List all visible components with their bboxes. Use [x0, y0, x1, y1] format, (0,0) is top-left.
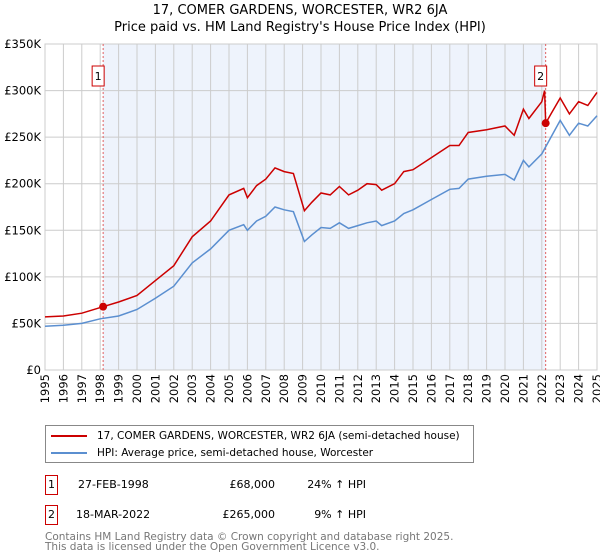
x-tick-label: 1998 [93, 374, 107, 403]
transaction-price: £265,000 [222, 508, 276, 521]
transaction-price: £68,000 [229, 478, 276, 491]
legend-swatch [51, 452, 87, 454]
transaction-hpi: 24% ↑ HPI [307, 478, 366, 491]
transaction-date: 27-FEB-1998 [78, 478, 149, 491]
series-line [44, 90, 598, 318]
transaction-row: 1 27-FEB-1998 £68,000 24% ↑ HPI [45, 475, 545, 495]
x-tick-label: 2007 [259, 374, 273, 403]
sale-point [99, 302, 108, 311]
x-tick-label: 2000 [130, 374, 144, 403]
x-tick-label: 2010 [314, 374, 328, 403]
x-tick-label: 2002 [167, 374, 181, 403]
x-tick-label: 2016 [424, 374, 438, 403]
footer: Contains HM Land Registry data © Crown c… [45, 531, 454, 553]
series-line [44, 115, 598, 327]
marker-label: 2 [537, 70, 544, 83]
x-tick-label: 2021 [516, 374, 530, 403]
x-tick-label: 2022 [535, 374, 549, 403]
chart-subtitle: Price paid vs. HM Land Registry's House … [114, 20, 486, 35]
transaction-hpi: 9% ↑ HPI [314, 508, 366, 521]
marker-badge: 2 [45, 505, 58, 525]
plot-border [44, 43, 598, 371]
x-tick-label: 2005 [222, 374, 236, 403]
y-tick-label: £0 [26, 363, 41, 377]
x-tick-label: 2006 [240, 374, 254, 403]
footer-line: This data is licensed under the Open Gov… [45, 541, 380, 553]
legend-item-property: 17, COMER GARDENS, WORCESTER, WR2 6JA (s… [46, 428, 460, 444]
x-tick-label: 2017 [443, 374, 457, 403]
y-tick-label: £300K [4, 84, 41, 98]
x-tick-label: 2011 [332, 374, 346, 403]
x-tick-label: 2019 [480, 374, 494, 403]
y-tick-label: £250K [4, 130, 41, 144]
legend: 17, COMER GARDENS, WORCESTER, WR2 6JA (s… [45, 425, 474, 463]
x-tick-label: 2020 [498, 374, 512, 403]
x-tick-label: 2015 [406, 374, 420, 403]
marker-label: 1 [95, 70, 102, 83]
x-tick-label: 2012 [351, 374, 365, 403]
legend-label: 17, COMER GARDENS, WORCESTER, WR2 6JA (s… [97, 430, 460, 442]
x-tick-label: 1996 [56, 374, 70, 403]
y-tick-label: £350K [4, 37, 41, 51]
legend-label: HPI: Average price, semi-detached house,… [97, 447, 374, 459]
chart-title: 17, COMER GARDENS, WORCESTER, WR2 6JA [152, 3, 448, 18]
x-tick-label: 1995 [38, 374, 52, 403]
x-tick-label: 2025 [590, 374, 600, 403]
x-tick-label: 2024 [572, 374, 586, 403]
y-tick-label: £100K [4, 270, 41, 284]
x-tick-label: 2003 [185, 374, 199, 403]
x-tick-label: 2023 [553, 374, 567, 403]
shaded-period [103, 44, 546, 370]
x-tick-label: 2018 [461, 374, 475, 403]
transaction-row: 2 18-MAR-2022 £265,000 9% ↑ HPI [45, 505, 545, 525]
x-tick-label: 2014 [388, 374, 402, 403]
legend-item-hpi: HPI: Average price, semi-detached house,… [46, 445, 373, 461]
plot-area: £0 £50K £100K £150K £200K £250K £300K £350K 1995… [4, 37, 600, 403]
x-tick-label: 2009 [296, 374, 310, 403]
y-tick-label: £50K [12, 316, 42, 330]
marker-badge [534, 65, 548, 87]
x-tick-label: 2013 [369, 374, 383, 403]
x-tick-label: 2001 [148, 374, 162, 403]
sale-point [541, 119, 550, 128]
legend-swatch [51, 435, 87, 437]
footer-line: Contains HM Land Registry data © Crown c… [45, 531, 454, 543]
transaction-date: 18-MAR-2022 [76, 508, 151, 521]
marker-badge [91, 65, 105, 87]
y-tick-label: £200K [4, 177, 41, 191]
x-tick-label: 1997 [75, 374, 89, 403]
marker-badge: 1 [45, 475, 58, 495]
x-tick-label: 2008 [277, 374, 291, 403]
y-tick-label: £150K [4, 223, 41, 237]
x-tick-label: 1999 [112, 374, 126, 403]
x-tick-label: 2004 [204, 374, 218, 403]
